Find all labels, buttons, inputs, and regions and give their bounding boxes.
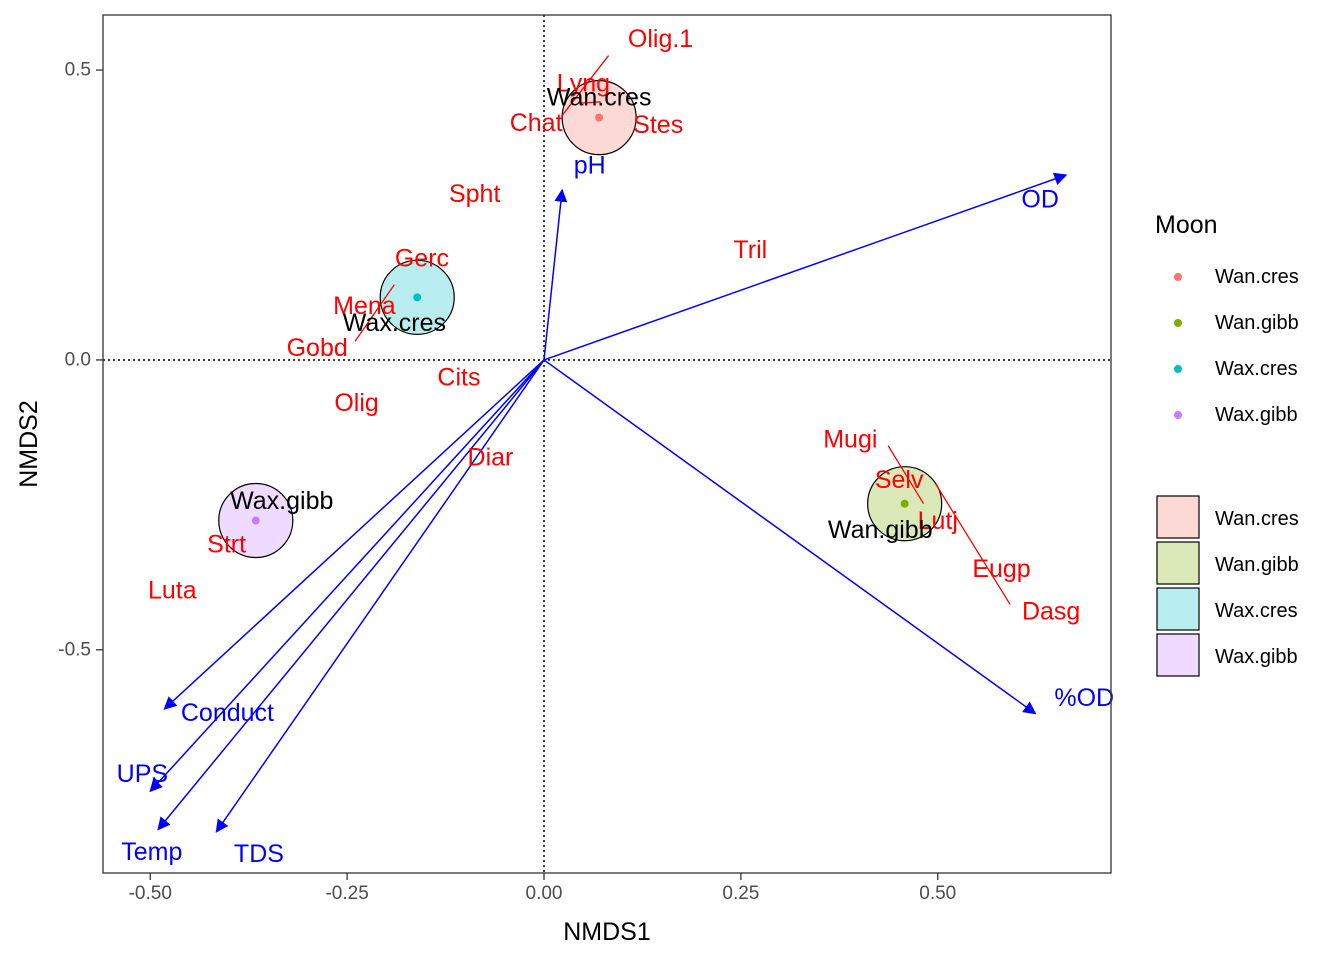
species-label-cits: Cits [437,363,480,391]
legend-point-key-wax-cres [1174,365,1182,373]
panel-border [102,14,1112,874]
legend-fill-label-wax-cres: Wax.cres [1215,600,1298,622]
vector-label-ups: UPS [117,760,168,788]
species-label-strt: Strt [207,530,246,558]
vector-arrow-od [543,172,1068,361]
species-leader-line [560,55,610,117]
species-label-olig-1: Olig.1 [628,25,693,53]
x-tick-label: -0.50 [129,883,172,904]
species-label-lyng: Lyng [557,69,610,97]
legend-fill-key-wan-gibb [1156,541,1200,585]
vector-arrow-conduct [163,359,545,710]
legend-fill-key-wax-gibb [1156,633,1200,677]
species-leader-line [887,445,925,505]
vector-arrow-pct-od [543,359,1037,715]
legend-fill-key-bg [1157,634,1199,676]
x-tick-label: -0.25 [325,883,368,904]
species-leader-line [580,101,601,104]
legend-point-label-wan-gibb: Wan.gibb [1215,312,1299,334]
plot-panel: Olig.1 Lyng Chat Stes Spht Tril Gerc Mena Gobd Ci… [102,14,1114,874]
legend-fill-key-wax-cres [1156,587,1200,631]
vector-label-ph: pH [574,152,606,180]
vector-label-conduct: Conduct [181,699,274,727]
group-centroid-wax-gibb [251,516,260,525]
species-label-diar: Diar [468,443,514,471]
legend-fill-key-bg [1157,496,1199,538]
axes: -0.50 -0.25 0.00 0.25 0.50 -0.5 0.0 0.5 NMDS1 NMD… [15,60,956,946]
y-tick-label: 0.5 [65,60,91,81]
x-tick-label: 0.00 [526,883,563,904]
vector-arrow-ups [149,359,545,793]
legend-title: Moon [1155,211,1218,239]
y-tick-label: 0.0 [65,349,91,370]
group-centroid-wax-cres [413,293,422,302]
species-label-mena: Mena [333,292,396,320]
group-centroid-wan-gibb [900,499,909,508]
legend-point-label-wax-cres: Wax.cres [1215,358,1298,380]
group-label-wax-cres: Wax.cres [343,309,446,337]
legend-point-label-wan-cres: Wan.cres [1215,266,1299,288]
legend-fill-label-wan-cres: Wan.cres [1215,508,1299,530]
species-label-lutj: Lutj [918,507,958,535]
species-leader-line [934,483,1011,605]
legend-fill-label-wan-gibb: Wan.gibb [1215,554,1299,576]
x-tick-label: 0.50 [919,883,956,904]
vector-arrow-tds [215,359,545,833]
x-tick-label: 0.25 [722,883,759,904]
vector-arrow-ph [543,188,568,361]
species-label-tril: Tril [733,236,767,264]
y-axis-title: NMDS2 [15,400,43,488]
species-label-selv: Selv [875,466,924,494]
vector-label-tds: TDS [234,840,284,868]
x-axis-title: NMDS1 [563,918,651,946]
species-label-mugi: Mugi [823,425,877,453]
legend: Moon Wan.cres Wan.gibb Wax.cres Wax.gibb Wan.… [1155,211,1299,677]
species-label-luta: Luta [148,577,197,605]
vector-label-pct-od: %OD [1054,684,1114,712]
y-tick-label: -0.5 [58,639,91,660]
legend-fill-key-bg [1157,588,1199,630]
vector-label-od: OD [1021,185,1059,213]
species-label-gerc: Gerc [395,244,449,272]
group-label-wan-cres: Wan.cres [547,83,652,111]
legend-point-key-wax-gibb [1174,411,1182,419]
legend-point-key-wan-gibb [1174,319,1182,327]
legend-fill-key-wan-cres [1156,495,1200,539]
legend-point-key-wan-cres [1174,273,1182,281]
species-label-chat: Chat [510,109,563,137]
legend-point-label-wax-gibb: Wax.gibb [1215,404,1298,426]
species-label-olig: Olig [334,389,378,417]
legend-fill-key-bg [1157,542,1199,584]
species-label-spht: Spht [449,180,500,208]
vector-arrow-temp [157,359,545,831]
species-leader-line [354,284,395,342]
group-centroid-wan-cres [595,113,604,122]
legend-fill-label-wax-gibb: Wax.gibb [1215,646,1298,668]
species-label-gobd: Gobd [287,334,348,362]
species-label-stes: Stes [633,111,683,139]
species-label-eugp: Eugp [972,555,1030,583]
vector-label-temp: Temp [121,838,182,866]
group-label-wan-gibb: Wan.gibb [828,516,933,544]
species-label-dasg: Dasg [1022,598,1080,626]
group-label-wax-gibb: Wax.gibb [230,487,333,515]
